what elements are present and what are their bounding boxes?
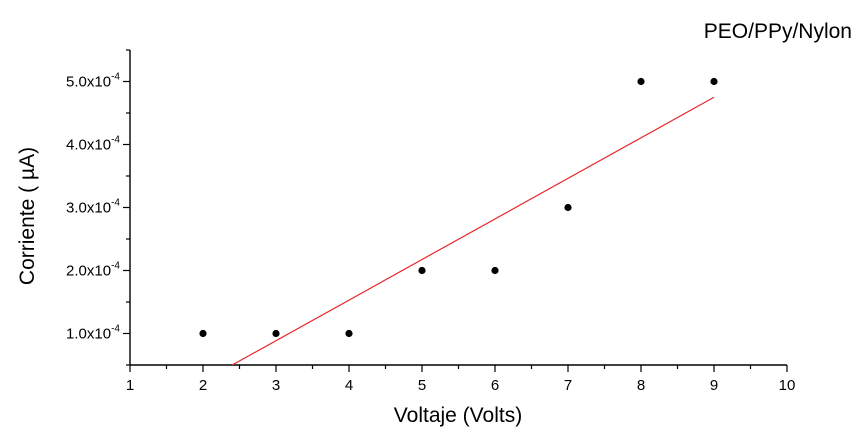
x-tick-label: 7 [564, 377, 572, 394]
tick-labels: 1 2 3 4 5 6 7 8 9 10 1.0x10-4 2.0x10-4 3.0x10-4 4.0x1… [66, 72, 795, 395]
data-point [637, 77, 645, 86]
y-tick-label: 2.0x10-4 [66, 261, 120, 280]
chart-title: PEO/PPy/Nylon [704, 20, 852, 43]
y-tick-label: 4.0x10-4 [66, 135, 120, 154]
x-tick-label: 3 [272, 377, 280, 394]
x-axis-title: Voltaje (Volts) [394, 404, 522, 427]
x-tick-label: 9 [710, 377, 718, 394]
y-tick-label: 3.0x10-4 [66, 198, 120, 217]
fit-line [231, 96, 715, 366]
x-tick-label: 2 [199, 377, 207, 394]
x-tick-label: 4 [345, 377, 353, 394]
fit-line-group [231, 96, 715, 366]
x-tick-label: 5 [418, 377, 426, 394]
data-point [491, 266, 499, 275]
data-point [564, 203, 572, 212]
data-point [710, 77, 718, 86]
data-point [345, 329, 353, 338]
axes [129, 50, 787, 366]
x-tick-label: 10 [779, 377, 796, 394]
x-tick-label: 6 [491, 377, 499, 394]
y-tick-label: 1.0x10-4 [66, 324, 120, 343]
x-tick-label: 1 [126, 377, 134, 394]
y-tick-label: 5.0x10-4 [66, 72, 120, 91]
data-points [199, 77, 718, 338]
data-point [272, 329, 280, 338]
x-tick-label: 8 [637, 377, 645, 394]
y-axis-title: Corriente ( µA) [16, 147, 39, 285]
ticks [123, 49, 788, 372]
data-point [418, 266, 426, 275]
data-point [199, 329, 207, 338]
